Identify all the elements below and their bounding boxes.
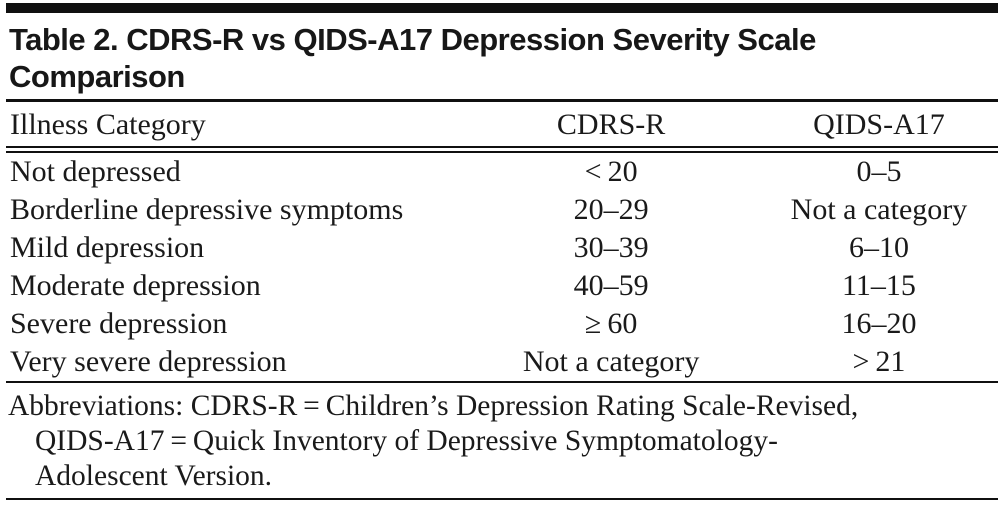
cell-cdrs-r: 30–39: [573, 230, 649, 264]
cell-cdrs-r: < 20: [584, 154, 638, 188]
header-row: Illness Category CDRS-R QIDS-A17: [6, 101, 998, 153]
footnote-line-3: Adolescent Version.: [35, 459, 273, 492]
cell-qids-a17: 16–20: [841, 306, 917, 340]
column-header-qids-a17: QIDS-A17: [759, 101, 998, 153]
cell-category: Severe depression: [10, 306, 228, 340]
footnote-line-1: Abbreviations: CDRS-R = Children’s Depre…: [8, 389, 859, 422]
table-title: Table 2. CDRS-R vs QIDS-A17 Depression S…: [9, 21, 998, 95]
table-row-mild: Mild depression 30–39 6–10: [6, 229, 998, 267]
table-body: Not depressed < 20 0–5 Borderline depres…: [6, 149, 998, 382]
cell-category: Mild depression: [10, 230, 205, 264]
bottom-rule: [6, 497, 998, 500]
table-row-moderate: Moderate depression 40–59 11–15: [6, 267, 998, 305]
table-title-line2: Comparison: [9, 59, 185, 94]
cell-category: Moderate depression: [10, 268, 261, 302]
cell-category: Not depressed: [10, 154, 181, 188]
top-rule: [6, 3, 998, 13]
footnote-line-2: QIDS-A17 = Quick Inventory of Depressive…: [35, 424, 778, 457]
cell-cdrs-r: Not a category: [522, 344, 700, 378]
cell-qids-a17: Not a category: [790, 192, 968, 226]
cell-qids-a17: > 21: [852, 344, 906, 378]
title-rule: [6, 99, 998, 102]
cell-qids-a17: 11–15: [842, 268, 916, 302]
table-row-very-severe: Very severe depression Not a category > …: [6, 343, 998, 382]
column-header-illness-category: Illness Category: [6, 101, 463, 153]
column-header-cdrs-r: CDRS-R: [462, 101, 760, 153]
table-header: Illness Category CDRS-R QIDS-A17: [6, 101, 998, 153]
table-row-not-depressed: Not depressed < 20 0–5: [6, 149, 998, 191]
cell-qids-a17: 0–5: [856, 154, 902, 188]
cell-cdrs-r: 40–59: [573, 268, 649, 302]
cell-category: Borderline depressive symptoms: [10, 192, 404, 226]
table-row-severe: Severe depression ≥ 60 16–20: [6, 305, 998, 343]
severity-comparison-table: Illness Category CDRS-R QIDS-A17 Not dep…: [6, 101, 998, 383]
table-footnote: Abbreviations: CDRS-R = Children’s Depre…: [8, 389, 998, 494]
cell-category: Very severe depression: [10, 344, 287, 378]
cell-cdrs-r: ≥ 60: [584, 306, 638, 340]
table-title-line1: Table 2. CDRS-R vs QIDS-A17 Depression S…: [9, 22, 816, 57]
cell-cdrs-r: 20–29: [573, 192, 649, 226]
cell-qids-a17: 6–10: [848, 230, 909, 264]
table-row-borderline: Borderline depressive symptoms 20–29 Not…: [6, 191, 998, 229]
